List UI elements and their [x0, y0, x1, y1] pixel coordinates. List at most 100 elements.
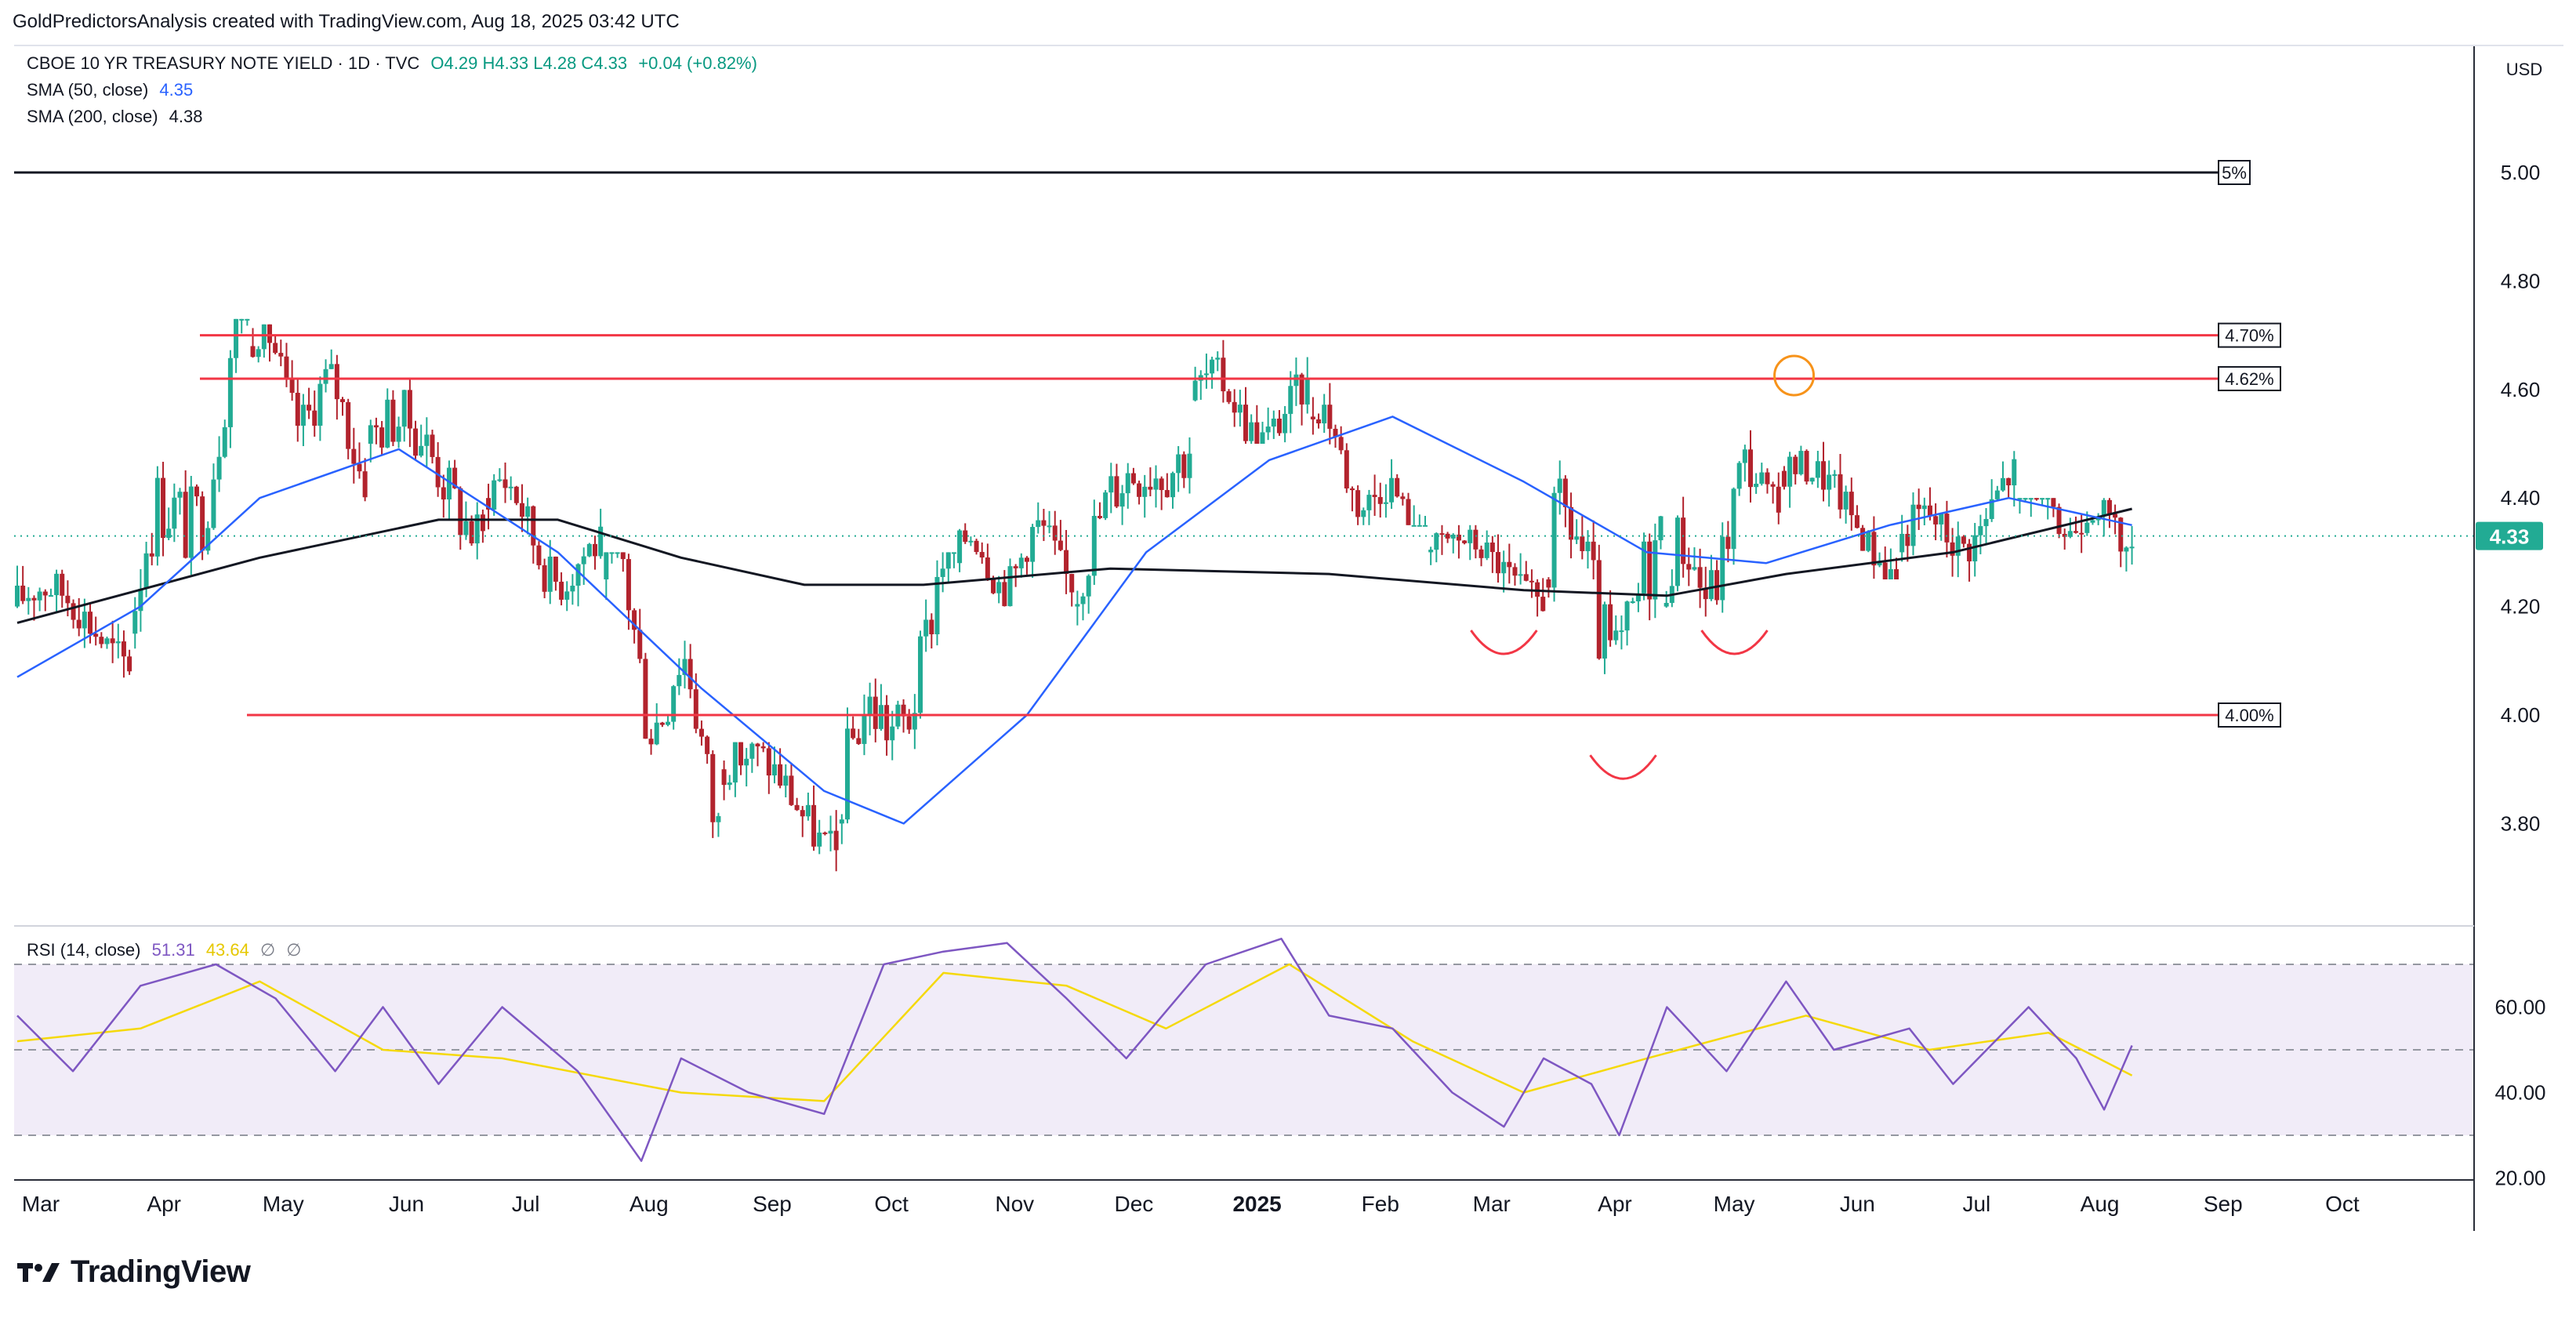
candle-body	[1422, 525, 1428, 527]
candle-body	[452, 467, 458, 488]
candle-body	[1804, 451, 1809, 482]
pattern-arc	[1470, 630, 1538, 655]
candle-body	[1916, 504, 1921, 510]
candle-body	[682, 659, 688, 675]
candle-body	[1714, 570, 1720, 601]
candle-body	[1748, 449, 1753, 488]
candle-body	[1069, 574, 1075, 593]
candle-body	[419, 445, 424, 456]
candle-body	[1961, 536, 1966, 544]
candle-body	[234, 318, 239, 358]
candle-body	[121, 641, 126, 657]
candle-body	[1366, 495, 1372, 510]
candle-body	[1080, 596, 1086, 604]
candle-body	[1535, 582, 1540, 597]
candle-body	[721, 769, 727, 786]
candle-body	[800, 810, 805, 817]
candle-body	[513, 486, 519, 503]
candle-body	[693, 689, 698, 729]
candle-body	[1293, 374, 1299, 387]
candle-body	[833, 830, 839, 851]
candle-body	[390, 399, 396, 442]
tradingview-logo[interactable]: TradingView	[17, 1254, 251, 1290]
candle-body	[609, 552, 615, 554]
candle-body	[1523, 574, 1529, 581]
candle-body	[1809, 477, 1815, 482]
candle-body	[474, 514, 480, 544]
sma200-legend[interactable]: SMA (200, close) 4.38	[27, 107, 202, 127]
level-label: 5%	[2222, 163, 2247, 183]
sma50-value: 4.35	[159, 80, 194, 100]
candle-body	[525, 506, 531, 517]
candle-body	[1989, 499, 1994, 519]
candle-body	[1075, 604, 1080, 607]
candle-body	[172, 497, 177, 529]
rsi-tick-label: 40.00	[2494, 1081, 2545, 1105]
candle-body	[132, 611, 138, 634]
candle-body	[648, 739, 654, 745]
candle-body	[127, 656, 132, 672]
x-tick-label: Feb	[1362, 1192, 1399, 1216]
candle-body	[205, 528, 211, 551]
candle-body	[1647, 541, 1653, 600]
candle-body	[115, 641, 121, 644]
candle-body	[346, 401, 351, 449]
candle-body	[1557, 478, 1562, 493]
candle-body	[2034, 498, 2039, 500]
sma50-legend[interactable]: SMA (50, close) 4.35	[27, 80, 193, 100]
x-tick-label: Aug	[2081, 1192, 2120, 1216]
candle-body	[435, 456, 441, 488]
candle-body	[1512, 567, 1518, 576]
candle-body	[1024, 557, 1029, 562]
candle-body	[2000, 477, 2005, 491]
candle-body	[1333, 428, 1338, 437]
candle-body	[688, 659, 693, 690]
x-tick-label: Oct	[2325, 1192, 2360, 1216]
candle-body	[1018, 557, 1024, 568]
candle-body	[1854, 515, 1859, 528]
candle-body	[1585, 541, 1591, 551]
candle-body	[267, 324, 272, 343]
candle-body	[710, 753, 716, 822]
candle-body	[1237, 405, 1243, 413]
candle-body	[1395, 477, 1400, 497]
candle-body	[1288, 386, 1293, 414]
candle-body	[295, 392, 300, 426]
candle-body	[42, 591, 48, 596]
candle-body	[1064, 550, 1069, 575]
candle-body	[1221, 358, 1226, 392]
candle-body	[1322, 405, 1327, 423]
candle-body	[912, 713, 917, 730]
candle-body	[1692, 567, 1697, 570]
candle-body	[1097, 516, 1102, 518]
candle-body	[1882, 562, 1888, 579]
rsi-legend[interactable]: RSI (14, close) 51.31 43.64 ∅ ∅	[27, 940, 301, 960]
candle-body	[1210, 359, 1215, 374]
candle-body	[1731, 488, 1736, 550]
candle-body	[1058, 540, 1063, 550]
candle-body	[1950, 542, 1955, 556]
candle-body	[1703, 587, 1708, 600]
candle-body	[1456, 534, 1461, 541]
candle-body	[1013, 566, 1018, 568]
symbol-legend[interactable]: CBOE 10 YR TREASURY NOTE YIELD · 1D · TV…	[27, 53, 757, 74]
candle-body	[2118, 517, 2124, 552]
candle-body	[154, 477, 160, 557]
candle-body	[76, 619, 82, 629]
candle-body	[15, 585, 20, 607]
rsi-ma-value: 43.64	[205, 940, 249, 960]
symbol-name: CBOE 10 YR TREASURY NOTE YIELD · 1D · TV…	[27, 53, 420, 73]
candle-body	[1955, 536, 1961, 556]
candle-body	[2067, 531, 2073, 537]
candle-body	[1086, 575, 1091, 597]
candle-body	[1518, 574, 1523, 576]
candle-body	[1243, 405, 1249, 441]
axis-layer: USD 3.80 4.00 4.20 4.40 4.60 4.80 5.00 20.00 40.0…	[14, 45, 2563, 1231]
candle-body	[1203, 373, 1209, 376]
candle-body	[1355, 490, 1361, 517]
candle-body	[783, 775, 789, 786]
candle-body	[2073, 531, 2079, 533]
candle-body	[1192, 380, 1198, 401]
candle-body	[1725, 536, 1731, 550]
